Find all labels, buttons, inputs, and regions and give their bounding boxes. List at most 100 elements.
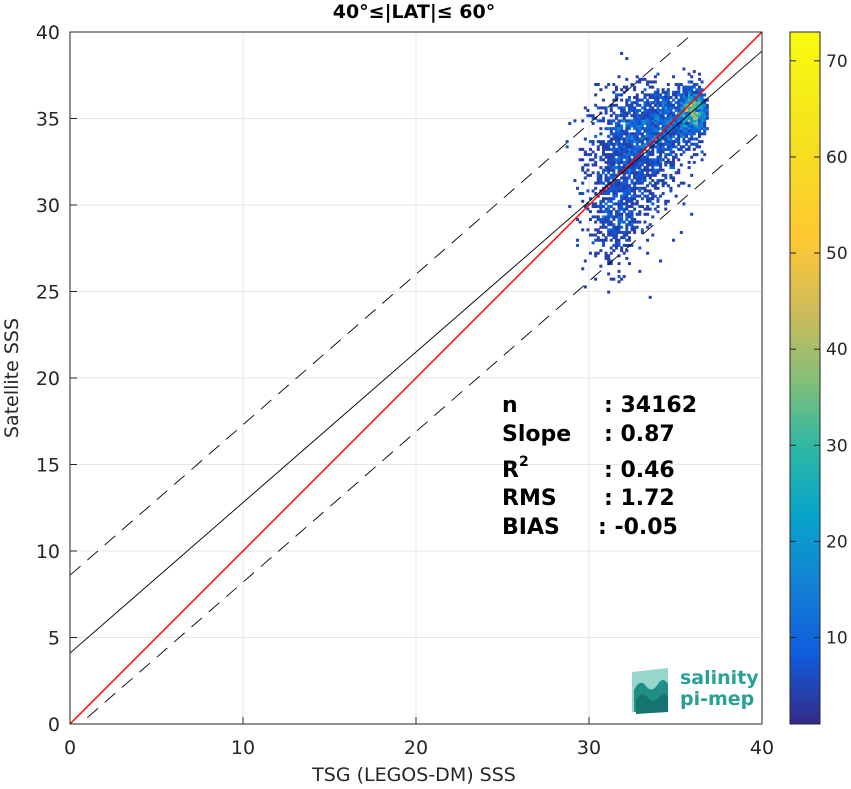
- density-cell: [604, 236, 608, 240]
- density-cell: [659, 160, 663, 164]
- density-cell: [638, 205, 642, 208]
- density-cell: [651, 215, 655, 219]
- density-cell: [646, 134, 650, 138]
- density-cell: [666, 101, 670, 105]
- density-cell: [630, 121, 634, 125]
- density-cell: [692, 153, 696, 157]
- density-cell: [601, 215, 605, 219]
- density-cell: [664, 155, 668, 159]
- density-cell: [682, 140, 686, 144]
- density-cell: [630, 223, 634, 227]
- density-cell: [609, 163, 613, 167]
- density-cell: [627, 108, 631, 112]
- density-cell: [601, 181, 605, 185]
- density-cell: [599, 142, 603, 146]
- density-cell: [635, 181, 639, 185]
- density-cell: [599, 166, 603, 170]
- density-cell: [609, 259, 613, 263]
- density-cell: [630, 132, 634, 136]
- density-cell: [656, 114, 660, 118]
- density-cell: [648, 80, 652, 84]
- density-cell: [627, 127, 631, 131]
- density-cell: [620, 249, 624, 253]
- density-cell: [591, 202, 595, 206]
- density-cell: [687, 166, 691, 170]
- density-cell: [620, 114, 624, 118]
- density-cell: [635, 134, 639, 138]
- density-cell: [674, 119, 678, 123]
- density-cell: [690, 114, 694, 118]
- density-cell: [669, 103, 673, 107]
- density-cell: [635, 124, 639, 128]
- density-cell: [607, 199, 611, 203]
- density-cell: [609, 184, 613, 188]
- density-cell: [583, 285, 587, 289]
- density-cell: [703, 98, 707, 102]
- density-cell: [607, 186, 611, 190]
- density-cell: [653, 119, 657, 123]
- density-cell: [687, 88, 691, 92]
- density-cell: [643, 93, 647, 97]
- density-cell: [664, 101, 668, 105]
- density-cell: [648, 114, 652, 118]
- density-cell: [659, 153, 663, 157]
- density-cell: [612, 127, 616, 131]
- density-cell: [627, 132, 631, 136]
- density-cell: [620, 111, 624, 115]
- density-cell: [700, 96, 704, 100]
- density-cell: [651, 147, 655, 151]
- density-cell: [697, 101, 701, 105]
- density-cell: [614, 236, 618, 240]
- density-cell: [630, 210, 634, 214]
- density-cell: [659, 194, 663, 198]
- density-cell: [607, 215, 611, 219]
- density-cell: [627, 176, 631, 180]
- density-cell: [685, 88, 689, 92]
- density-cell: [614, 114, 618, 118]
- density-cell: [614, 158, 618, 162]
- density-cell: [669, 147, 673, 151]
- density-cell: [656, 132, 660, 136]
- density-cell: [607, 176, 611, 180]
- density-cell: [651, 132, 655, 136]
- density-cell: [609, 127, 613, 131]
- density-cell: [661, 184, 665, 188]
- density-cell: [604, 111, 608, 115]
- density-cell: [617, 147, 621, 151]
- density-cell: [638, 179, 642, 183]
- density-cell: [596, 238, 600, 242]
- density-cell: [682, 101, 686, 105]
- density-cell: [682, 114, 686, 118]
- density-cell: [640, 192, 644, 196]
- density-cell: [651, 93, 655, 97]
- density-cell: [705, 111, 709, 115]
- density-cell: [578, 220, 582, 224]
- density-cell: [617, 158, 621, 162]
- density-cell: [581, 147, 585, 151]
- density-cell: [630, 153, 634, 157]
- density-cell: [646, 207, 650, 211]
- density-cell: [635, 129, 639, 133]
- density-cell: [635, 163, 639, 167]
- stat-rms-value: : 1.72: [604, 486, 675, 511]
- density-cell: [599, 230, 603, 234]
- density-cell: [653, 114, 657, 118]
- density-cell: [625, 114, 629, 118]
- density-cell: [589, 251, 592, 255]
- density-cell: [601, 119, 605, 123]
- density-cell: [625, 111, 629, 115]
- density-cell: [659, 96, 663, 100]
- density-cell: [617, 166, 621, 170]
- density-cell: [695, 88, 699, 92]
- density-cell: [630, 199, 634, 203]
- density-cell: [643, 160, 647, 164]
- density-cell: [617, 220, 621, 224]
- density-cell: [635, 111, 639, 115]
- density-cell: [638, 132, 642, 136]
- density-cell: [594, 155, 598, 159]
- density-cell: [643, 220, 647, 224]
- wave-logo-icon: [632, 668, 668, 714]
- density-cell: [635, 114, 639, 118]
- density-cell: [622, 147, 626, 151]
- density-cell: [612, 142, 616, 146]
